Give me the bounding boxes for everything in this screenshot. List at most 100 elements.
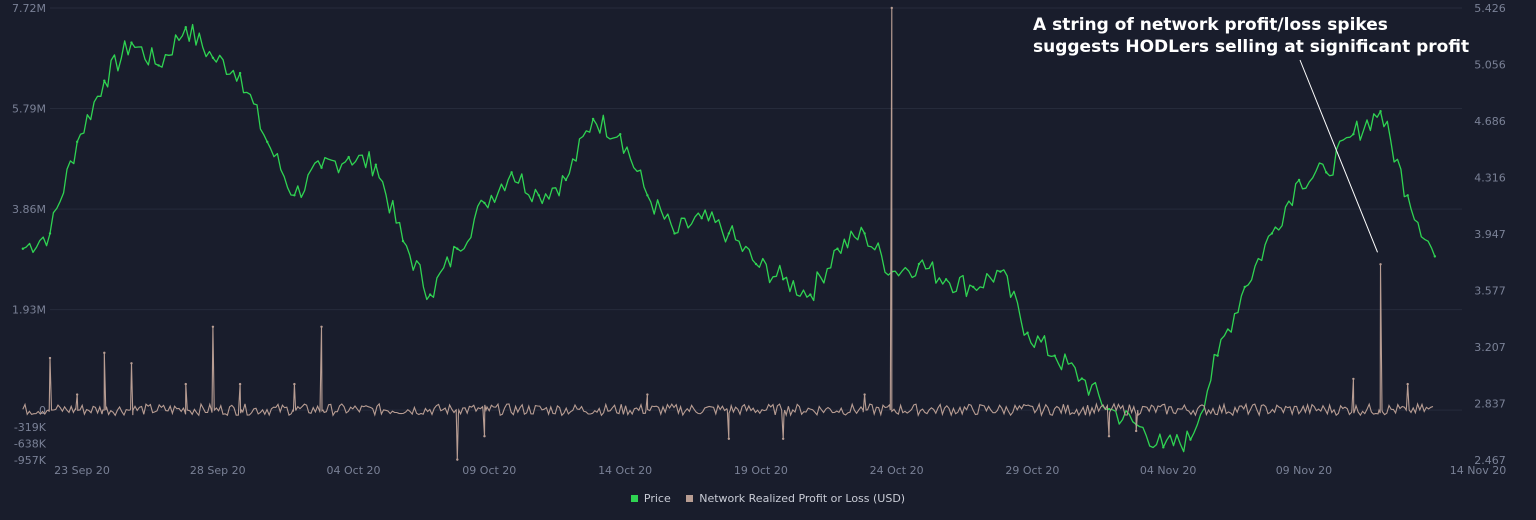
y-left-tick-label: -638K [14,437,47,450]
pnl-spike-point [238,382,242,386]
price-point [972,285,975,289]
price-point [293,194,296,197]
pnl-line [22,7,1434,460]
price-point [754,262,758,266]
y-right-tick-label: 2.467 [1474,454,1506,467]
price-point [1243,285,1246,289]
y-right-tick-label: 3.207 [1474,341,1506,354]
price-point [591,117,595,121]
price-point [836,247,839,250]
price-point [483,201,486,205]
price-point [1107,407,1111,411]
pnl-spike-point [456,458,459,461]
y-right-tick-label: 4.316 [1474,172,1506,185]
price-point [1297,178,1301,182]
price-point [1216,354,1219,357]
legend-swatch-pnl [686,495,694,502]
legend-swatch-price [630,495,638,502]
pnl-spike-point [48,356,52,360]
price-point [211,56,215,59]
pnl-spike-point [130,362,133,365]
price-point [1270,232,1274,235]
price-point [456,247,459,250]
price-point [564,178,568,182]
price-point [646,194,649,197]
price-point [619,132,622,136]
pnl-spike-point [75,393,79,396]
price-point [700,216,703,220]
x-tick-label: 04 Oct 20 [327,464,381,477]
legend-item-pnl[interactable]: Network Realized Profit or Loss (USD) [686,492,905,505]
y-right-tick-label: 2.837 [1474,397,1506,410]
pnl-spike-point [1379,263,1382,266]
price-point [1162,446,1165,449]
price-point [999,270,1002,273]
x-tick-label: 24 Oct 20 [870,464,924,477]
legend-label-pnl: Network Realized Profit or Loss (USD) [699,492,906,505]
price-point [184,26,187,29]
price-point [428,293,432,296]
price-point [673,232,676,235]
legend-item-price[interactable]: Price [630,492,671,505]
price-point [401,239,405,243]
pnl-spike-point [890,6,893,10]
x-tick-label: 23 Sep 20 [54,464,110,477]
pnl-spike-point [646,393,649,396]
pnl-spike-point [727,437,731,440]
price-point [1433,255,1437,258]
pnl-spike-point [1134,429,1138,433]
price-point [1406,194,1409,197]
x-tick-label: 19 Oct 20 [734,464,788,477]
price-point [374,163,378,166]
price-point [809,293,812,296]
pnl-spike-point [293,382,296,386]
pnl-spike-point [211,325,215,329]
y-right-tick-label: 5.426 [1474,2,1506,15]
price-point [1026,331,1029,334]
price-point [320,166,323,169]
x-tick-label: 29 Oct 20 [1005,464,1059,477]
price-point [21,247,25,250]
price-point [917,262,921,266]
price-point [238,71,242,75]
legend-label-price: Price [643,492,671,505]
price-point [510,171,513,174]
x-tick-label: 09 Nov 20 [1276,464,1332,477]
price-point [1080,377,1084,380]
annotation-pointer-line [1299,59,1379,253]
y-left-tick-label: 3.86M [12,203,46,216]
x-tick-label: 28 Sep 20 [190,464,246,477]
y-right-tick-label: 3.577 [1474,284,1506,297]
pnl-spike-point [1352,377,1355,381]
y-left-tick-label: 5.79M [12,103,46,116]
price-line [22,23,1436,453]
legend: Price Network Realized Profit or Loss (U… [0,492,1536,505]
y-left-tick-label: 1.93M [12,304,46,317]
price-point [727,232,731,235]
price-point [266,140,269,144]
price-point [1379,110,1382,113]
price-point [157,64,160,67]
pnl-spike-point [184,382,187,386]
price-point [130,41,133,44]
annotation-text: suggests HODLers selling at significant … [1033,37,1469,57]
annotation-text: A string of network profit/loss spikes [1033,15,1388,35]
price-point [347,155,350,159]
price-point [103,79,106,82]
pnl-spike-point [1107,434,1111,438]
pnl-spike-point [103,351,106,355]
price-point [1189,438,1192,441]
y-left-tick-label: -319K [14,421,47,434]
y-left-tick-label: -957K [14,454,47,467]
pnl-spike-point [320,325,323,329]
price-point [1352,132,1355,136]
pnl-spike-point [863,393,866,396]
y-left-tick-label: 7.72M [12,2,46,15]
price-point [75,140,79,144]
pnl-spike-point [1406,382,1409,386]
price-point [48,232,52,235]
pnl-spike-point [781,437,785,440]
price-point [944,278,948,281]
x-tick-label: 09 Oct 20 [462,464,516,477]
